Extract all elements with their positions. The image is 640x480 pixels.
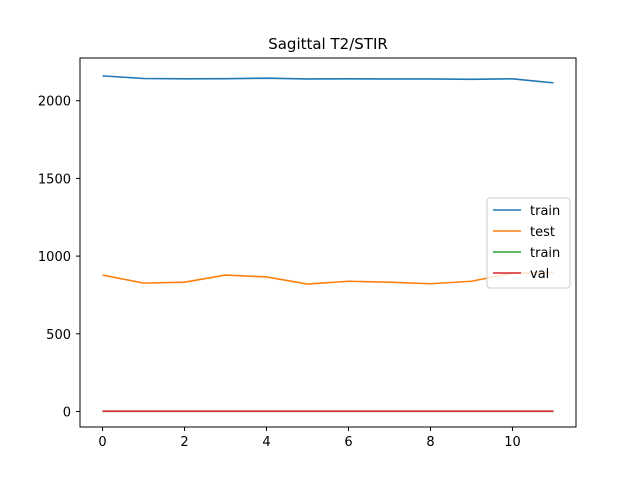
series-line-1 <box>102 271 554 285</box>
legend-label: test <box>530 225 555 240</box>
x-tick-label: 2 <box>180 435 188 450</box>
x-tick-label: 0 <box>98 435 106 450</box>
y-tick-label: 500 <box>46 328 71 343</box>
y-axis: 0 500 1000 1500 2000 <box>38 95 80 420</box>
series-line-0 <box>102 75 554 84</box>
x-tick-label: 6 <box>344 435 352 450</box>
plot-frame <box>79 57 577 428</box>
y-tick-label: 2000 <box>38 95 71 110</box>
chart-title: Sagittal T2/STIR <box>268 35 388 53</box>
x-tick-label: 4 <box>262 435 270 450</box>
legend-box <box>486 197 571 289</box>
legend-label: train <box>530 204 560 219</box>
x-axis: 0 2 4 6 8 10 <box>98 427 521 450</box>
x-tick-label: 10 <box>504 435 521 450</box>
y-tick-label: 1000 <box>38 250 71 265</box>
legend-label: val <box>530 267 549 282</box>
legend: train test train val <box>486 197 571 289</box>
legend-label: train <box>530 246 560 261</box>
x-tick-label: 8 <box>426 435 434 450</box>
series-layer <box>102 75 554 413</box>
y-tick-label: 1500 <box>38 172 71 187</box>
y-tick-label: 0 <box>63 405 71 420</box>
